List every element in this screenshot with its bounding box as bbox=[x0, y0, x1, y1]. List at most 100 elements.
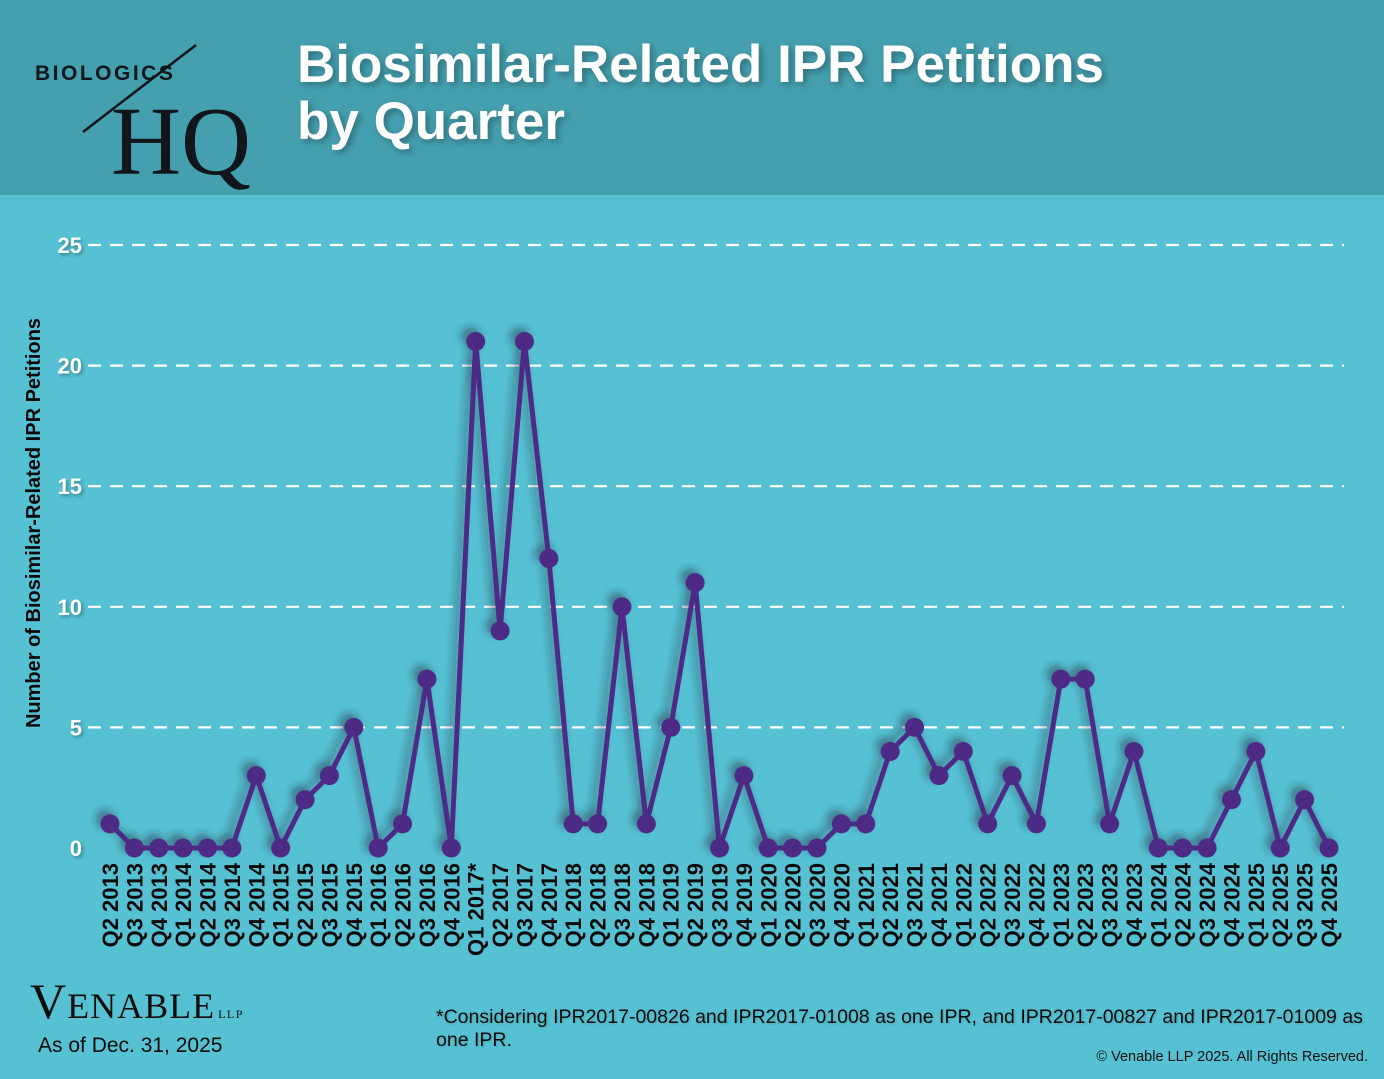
data-point-Q1-2015-value-0 bbox=[271, 838, 291, 858]
data-point-Q3-2013-value-0 bbox=[124, 838, 144, 858]
data-point-Q4-2019-value-3 bbox=[734, 766, 754, 786]
x-tick-Q1-2019: Q1 2019 bbox=[659, 863, 684, 947]
x-tick-Q1-2022: Q1 2022 bbox=[951, 863, 976, 947]
page-title-line1: Biosimilar-Related IPR Petitions bbox=[297, 35, 1104, 94]
data-point-Q3-2017-value-21 bbox=[514, 331, 534, 351]
x-tick-Q1-2016: Q1 2016 bbox=[366, 863, 391, 947]
data-point-Q2-2021-value-4 bbox=[880, 742, 900, 762]
data-point-Q4-2013-value-0 bbox=[149, 838, 169, 858]
data-point-Q1-2016-value-0 bbox=[368, 838, 388, 858]
data-point-Q2-2023-value-7 bbox=[1075, 669, 1095, 689]
y-axis-title: Number of Biosimilar-Related IPR Petitio… bbox=[23, 318, 45, 728]
x-tick-Q1-2017: Q1 2017* bbox=[464, 863, 489, 956]
data-point-Q1-2019-value-5 bbox=[661, 717, 681, 737]
data-point-Q1-2020-value-0 bbox=[758, 838, 778, 858]
logo-biologics-text: BIOLOGICS bbox=[35, 62, 175, 85]
x-tick-Q4-2024: Q4 2024 bbox=[1219, 862, 1244, 947]
data-point-Q3-2015-value-3 bbox=[319, 766, 339, 786]
data-point-Q1-2025-value-4 bbox=[1246, 742, 1266, 762]
x-tick-Q4-2025: Q4 2025 bbox=[1317, 863, 1342, 947]
x-tick-Q2-2018: Q2 2018 bbox=[586, 863, 611, 947]
x-tick-Q2-2017: Q2 2017 bbox=[488, 863, 513, 947]
x-tick-Q2-2016: Q2 2016 bbox=[391, 863, 416, 947]
data-point-Q2-2015-value-2 bbox=[295, 790, 315, 810]
x-tick-Q3-2023: Q3 2023 bbox=[1098, 863, 1123, 947]
x-tick-Q4-2015: Q4 2015 bbox=[342, 863, 367, 947]
data-point-Q4-2018-value-1 bbox=[636, 814, 656, 834]
y-tick-20: 20 bbox=[58, 354, 82, 379]
x-tick-Q3-2014: Q3 2014 bbox=[220, 862, 245, 947]
x-tick-Q1-2025: Q1 2025 bbox=[1244, 863, 1269, 947]
data-point-Q3-2024-value-0 bbox=[1197, 838, 1217, 858]
footnote: *Considering IPR2017-00826 and IPR2017-0… bbox=[436, 1006, 1363, 1051]
x-tick-Q4-2020: Q4 2020 bbox=[829, 863, 854, 947]
data-point-Q1-2018-value-1 bbox=[563, 814, 583, 834]
x-tick-Q4-2014: Q4 2014 bbox=[244, 862, 269, 947]
page-title: Biosimilar-Related IPR Petitions by Quar… bbox=[297, 36, 1104, 150]
venable-logo: VENABLE LLP bbox=[30, 972, 244, 1030]
data-point-Q4-2015-value-5 bbox=[344, 717, 364, 737]
data-point-Q1-2021-value-1 bbox=[856, 814, 876, 834]
data-point-Q1-2014-value-0 bbox=[173, 838, 193, 858]
x-tick-Q3-2015: Q3 2015 bbox=[317, 863, 342, 947]
x-tick-Q2-2025: Q2 2025 bbox=[1268, 863, 1293, 947]
as-of-date: As of Dec. 31, 2025 bbox=[38, 1034, 223, 1057]
data-point-Q3-2018-value-10 bbox=[612, 597, 632, 617]
y-tick-25: 25 bbox=[58, 233, 82, 258]
data-point-Q3-2016-value-7 bbox=[417, 669, 437, 689]
data-point-Q3-2025-value-2 bbox=[1295, 790, 1315, 810]
x-tick-Q2-2013: Q2 2013 bbox=[98, 863, 123, 947]
logo-hq-text: HQ bbox=[111, 88, 251, 195]
data-point-Q4-2016-value-0 bbox=[441, 838, 461, 858]
x-tick-Q3-2021: Q3 2021 bbox=[903, 863, 928, 947]
data-point-Q2-2020-value-0 bbox=[783, 838, 803, 858]
x-tick-Q3-2016: Q3 2016 bbox=[415, 863, 440, 947]
data-point-Q3-2020-value-0 bbox=[807, 838, 827, 858]
page-title-line2: by Quarter bbox=[297, 92, 566, 151]
x-tick-Q3-2025: Q3 2025 bbox=[1293, 863, 1318, 947]
copyright: © Venable LLP 2025. All Rights Reserved. bbox=[1096, 1049, 1368, 1065]
x-tick-Q4-2018: Q4 2018 bbox=[634, 863, 659, 947]
x-tick-Q4-2017: Q4 2017 bbox=[537, 863, 562, 947]
data-point-Q2-2018-value-1 bbox=[588, 814, 608, 834]
x-tick-Q2-2015: Q2 2015 bbox=[293, 863, 318, 947]
data-series bbox=[100, 331, 1339, 858]
data-point-Q3-2014-value-0 bbox=[222, 838, 242, 858]
x-tick-Q4-2019: Q4 2019 bbox=[732, 863, 757, 947]
x-tick-Q3-2022: Q3 2022 bbox=[1000, 863, 1025, 947]
gridlines bbox=[88, 243, 1344, 851]
data-point-Q2-2022-value-1 bbox=[978, 814, 998, 834]
x-tick-Q2-2019: Q2 2019 bbox=[683, 863, 708, 947]
data-point-Q4-2020-value-1 bbox=[831, 814, 851, 834]
data-point-Q2-2014-value-0 bbox=[198, 838, 218, 858]
y-tick-10: 10 bbox=[58, 595, 82, 620]
x-tick-Q3-2013: Q3 2013 bbox=[122, 863, 147, 947]
data-point-Q2-2017-value-9 bbox=[490, 621, 510, 641]
x-tick-Q3-2024: Q3 2024 bbox=[1195, 862, 1220, 947]
data-point-Q4-2022-value-1 bbox=[1026, 814, 1046, 834]
venable-llp-suffix: LLP bbox=[218, 1007, 244, 1021]
data-point-Q2-2025-value-0 bbox=[1270, 838, 1290, 858]
data-point-Q4-2021-value-3 bbox=[929, 766, 949, 786]
y-axis-tick-labels: 0 5 10 15 20 25 bbox=[58, 233, 82, 861]
x-tick-Q2-2021: Q2 2021 bbox=[878, 863, 903, 947]
data-point-Q1-2022-value-4 bbox=[953, 742, 973, 762]
x-tick-Q4-2022: Q4 2022 bbox=[1024, 863, 1049, 947]
x-tick-Q1-2020: Q1 2020 bbox=[756, 863, 781, 947]
x-tick-Q4-2023: Q4 2023 bbox=[1122, 863, 1147, 947]
series-line bbox=[107, 338, 1332, 851]
data-point-Q4-2025-value-0 bbox=[1319, 838, 1339, 858]
data-point-Q4-2023-value-4 bbox=[1124, 742, 1144, 762]
x-tick-Q2-2022: Q2 2022 bbox=[976, 863, 1001, 947]
data-point-Q1-2017-value-21 bbox=[466, 331, 486, 351]
data-point-Q2-2016-value-1 bbox=[393, 814, 413, 834]
x-tick-Q4-2016: Q4 2016 bbox=[439, 863, 464, 947]
x-tick-Q1-2014: Q1 2014 bbox=[171, 862, 196, 947]
x-tick-Q1-2015: Q1 2015 bbox=[269, 863, 294, 947]
x-tick-Q1-2021: Q1 2021 bbox=[854, 863, 879, 947]
data-point-Q3-2021-value-5 bbox=[905, 717, 925, 737]
x-tick-Q2-2020: Q2 2020 bbox=[781, 863, 806, 947]
x-tick-Q1-2024: Q1 2024 bbox=[1146, 862, 1171, 947]
data-point-Q4-2024-value-2 bbox=[1221, 790, 1241, 810]
